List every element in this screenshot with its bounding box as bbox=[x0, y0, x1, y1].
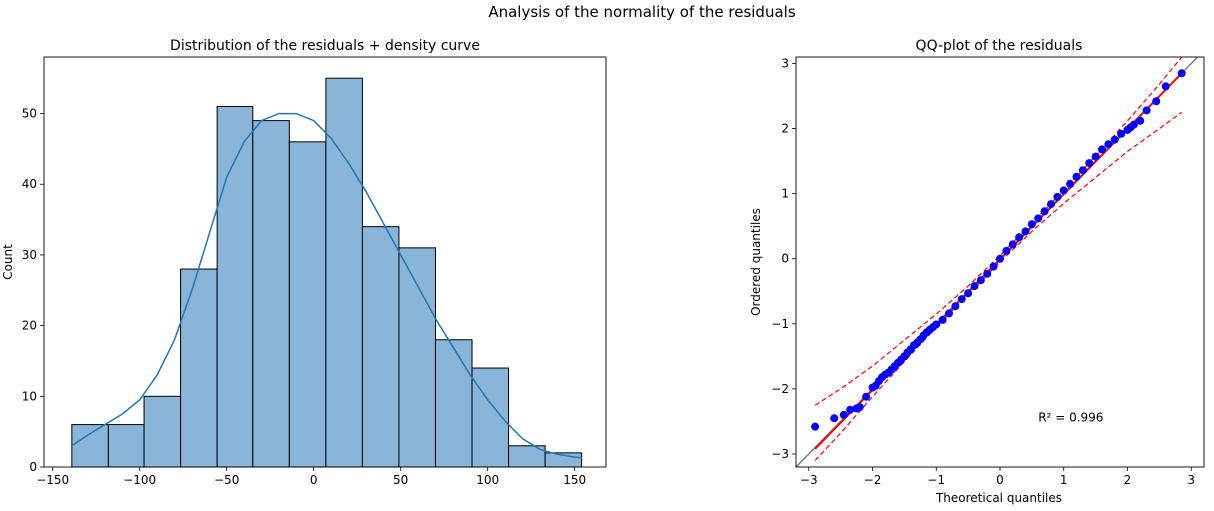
qq-point bbox=[1117, 129, 1126, 138]
qq-point bbox=[976, 276, 985, 285]
qq-point bbox=[1066, 179, 1075, 188]
qq-point bbox=[1015, 233, 1024, 242]
histogram-y-tick-label: 50 bbox=[22, 107, 37, 121]
histogram-bar bbox=[180, 268, 218, 468]
histogram-x-tick-label: 0 bbox=[310, 473, 318, 487]
qq-point bbox=[1142, 106, 1151, 115]
histogram-x-tick-label: 150 bbox=[563, 473, 586, 487]
qq-point bbox=[1136, 116, 1145, 125]
qq-y-tick-label: 1 bbox=[781, 187, 789, 201]
qq-x-tick-label: 0 bbox=[996, 473, 1004, 487]
qq-point bbox=[855, 403, 864, 412]
qq-point bbox=[945, 309, 953, 318]
qq-point bbox=[1104, 140, 1113, 149]
qq-point bbox=[862, 392, 871, 401]
qq-plot-panel: QQ-plot of the residuals Theoretical qua… bbox=[749, 38, 1205, 505]
qq-point bbox=[1091, 152, 1100, 161]
qq-point bbox=[957, 295, 966, 304]
histogram-density-curve bbox=[71, 112, 582, 459]
histogram-bar bbox=[107, 424, 145, 468]
qq-point bbox=[846, 405, 855, 414]
density-curve bbox=[71, 112, 582, 459]
qq-point bbox=[1027, 220, 1036, 229]
qq-title: QQ-plot of the residuals bbox=[916, 38, 1083, 54]
histogram-bar bbox=[325, 77, 363, 468]
qq-x-tick-label: 1 bbox=[1060, 473, 1068, 487]
qq-x-tick-label: 2 bbox=[1124, 473, 1132, 487]
qq-point bbox=[1008, 240, 1017, 249]
histogram-y-tick-label: 10 bbox=[22, 389, 37, 403]
qq-confidence-upper bbox=[814, 57, 1183, 406]
qq-points bbox=[811, 69, 1186, 431]
qq-point bbox=[1110, 135, 1119, 144]
qq-y-tick-label: 3 bbox=[781, 57, 789, 71]
histogram-bar bbox=[252, 120, 290, 468]
histogram-x-tick-label: −100 bbox=[123, 473, 156, 487]
histogram-y-tick-label: 0 bbox=[29, 460, 37, 474]
qq-x-tick-label: −2 bbox=[864, 473, 882, 487]
qq-x-tick-label: 3 bbox=[1187, 473, 1195, 487]
qq-y-tick-label: −3 bbox=[771, 447, 789, 461]
histogram-bar bbox=[434, 339, 473, 468]
qq-point bbox=[839, 410, 848, 419]
qq-point bbox=[830, 414, 839, 423]
histogram-bars bbox=[71, 77, 583, 468]
qq-x-tick-label: −3 bbox=[800, 473, 818, 487]
qq-point bbox=[1034, 214, 1043, 223]
figure-suptitle: Analysis of the normality of the residua… bbox=[488, 3, 795, 21]
histogram-bar bbox=[398, 247, 436, 468]
qq-x-axis-label: Theoretical quantiles bbox=[935, 491, 1062, 505]
histogram-title: Distribution of the residuals + density … bbox=[170, 38, 480, 54]
qq-point bbox=[1085, 159, 1094, 168]
qq-point bbox=[938, 315, 947, 324]
histogram-bar bbox=[288, 141, 327, 468]
qq-point bbox=[811, 422, 820, 431]
qq-y-axis-label: Ordered quantiles bbox=[749, 208, 763, 316]
qq-point bbox=[964, 289, 973, 298]
qq-r-squared-annotation: R² = 0.996 bbox=[1038, 410, 1103, 424]
qq-y-tick-label: −1 bbox=[771, 317, 789, 331]
qq-point bbox=[1152, 97, 1161, 106]
qq-point bbox=[1129, 120, 1138, 129]
histogram-panel: Distribution of the residuals + density … bbox=[1, 38, 607, 487]
qq-point bbox=[996, 254, 1004, 263]
qq-point bbox=[970, 282, 979, 291]
histogram-y-tick-label: 20 bbox=[22, 319, 37, 333]
histogram-y-tick-label: 30 bbox=[22, 248, 37, 262]
qq-point bbox=[1177, 69, 1186, 78]
histogram-bar bbox=[361, 226, 400, 468]
histogram-x-tick-label: −150 bbox=[36, 473, 69, 487]
histogram-bar bbox=[71, 424, 109, 468]
histogram-bar bbox=[216, 105, 254, 468]
qq-confidence-lower bbox=[814, 111, 1183, 461]
qq-axes: −3 −2 −1 0 1 2 3 −3 −2 −1 0 1 2 3 bbox=[771, 57, 1205, 487]
histogram-bar bbox=[143, 395, 182, 468]
qq-point bbox=[1021, 227, 1030, 236]
qq-y-tick-label: 2 bbox=[781, 122, 789, 136]
histogram-x-tick-label: 100 bbox=[476, 473, 499, 487]
qq-point bbox=[1078, 166, 1087, 175]
qq-point bbox=[1047, 200, 1055, 209]
qq-point bbox=[989, 262, 998, 271]
qq-point bbox=[1002, 246, 1011, 255]
histogram-frame bbox=[43, 56, 607, 468]
qq-point bbox=[951, 302, 960, 311]
qq-point bbox=[983, 269, 992, 278]
histogram-x-tick-label: 50 bbox=[393, 473, 408, 487]
qq-point bbox=[1161, 82, 1170, 91]
histogram-y-tick-label: 40 bbox=[22, 177, 37, 191]
qq-y-tick-label: 0 bbox=[781, 252, 789, 266]
qq-point bbox=[1040, 207, 1049, 216]
qq-point bbox=[1098, 145, 1106, 154]
qq-point bbox=[1053, 192, 1062, 201]
histogram-x-tick-label: −50 bbox=[214, 473, 239, 487]
histogram-y-axis-label: Count bbox=[1, 244, 15, 280]
qq-x-tick-label: −1 bbox=[927, 473, 945, 487]
qq-point bbox=[1059, 186, 1068, 195]
histogram-axes: −150 −100 −50 0 50 100 150 0 10 20 30 40 50 bbox=[22, 56, 607, 487]
qq-point bbox=[932, 320, 941, 329]
qq-point bbox=[1072, 172, 1081, 181]
qq-y-tick-label: −2 bbox=[771, 382, 789, 396]
